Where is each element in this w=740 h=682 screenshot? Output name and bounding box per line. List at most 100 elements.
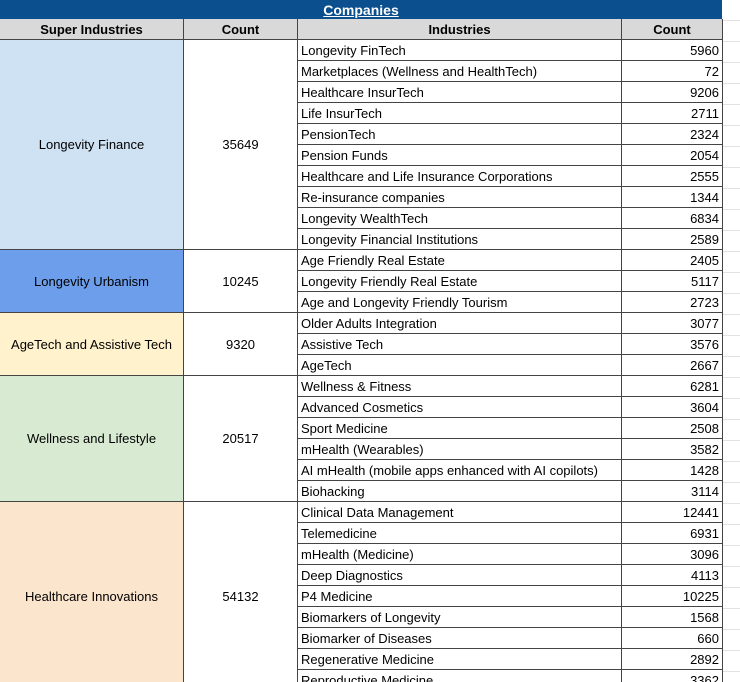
gridline: [723, 399, 740, 420]
industry-count: 72: [622, 61, 723, 82]
industry-count: 3604: [622, 397, 723, 418]
super-count: 10245: [184, 250, 298, 313]
super-industry: Longevity Urbanism: [0, 250, 184, 313]
industry-name: Longevity WealthTech: [298, 208, 622, 229]
gridline: [723, 315, 740, 336]
industry-name: mHealth (Wearables): [298, 439, 622, 460]
gridline: [723, 651, 740, 672]
industry-name: P4 Medicine: [298, 586, 622, 607]
gridline: [723, 273, 740, 294]
industry-count: 6281: [622, 376, 723, 397]
industry-name: Age Friendly Real Estate: [298, 250, 622, 271]
industry-count: 2508: [622, 418, 723, 439]
industry-count: 2555: [622, 166, 723, 187]
industry-name: Deep Diagnostics: [298, 565, 622, 586]
gridline: [723, 105, 740, 126]
gridline: [723, 252, 740, 273]
gridline: [723, 378, 740, 399]
industry-count: 2711: [622, 103, 723, 124]
gridline: [723, 420, 740, 441]
industry-count: 6834: [622, 208, 723, 229]
gridline: [723, 84, 740, 105]
industry-name: Wellness & Fitness: [298, 376, 622, 397]
gridline: [723, 525, 740, 546]
industry-name: Marketplaces (Wellness and HealthTech): [298, 61, 622, 82]
industry-name: Clinical Data Management: [298, 502, 622, 523]
super-industry: Wellness and Lifestyle: [0, 376, 184, 502]
gridline: [723, 672, 740, 682]
industry-name: Biomarkers of Longevity: [298, 607, 622, 628]
industry-name: Biomarker of Diseases: [298, 628, 622, 649]
gridline: [723, 210, 740, 231]
industry-name: Older Adults Integration: [298, 313, 622, 334]
super-industry: Healthcare Innovations: [0, 502, 184, 682]
column-header: Industries: [298, 19, 622, 40]
industry-count: 12441: [622, 502, 723, 523]
super-count: 54132: [184, 502, 298, 682]
industry-name: Regenerative Medicine: [298, 649, 622, 670]
industry-name: mHealth (Medicine): [298, 544, 622, 565]
industry-name: Healthcare and Life Insurance Corporatio…: [298, 166, 622, 187]
industry-name: PensionTech: [298, 124, 622, 145]
gridline: [723, 231, 740, 252]
column-header: Count: [184, 19, 298, 40]
industry-count: 10225: [622, 586, 723, 607]
industry-name: Pension Funds: [298, 145, 622, 166]
gridline: [723, 189, 740, 210]
gridline: [723, 147, 740, 168]
industry-count: 2324: [622, 124, 723, 145]
industry-count: 2054: [622, 145, 723, 166]
industry-name: Longevity FinTech: [298, 40, 622, 61]
industry-count: 3362: [622, 670, 723, 682]
industry-count: 3077: [622, 313, 723, 334]
industry-count: 6931: [622, 523, 723, 544]
industry-name: Sport Medicine: [298, 418, 622, 439]
industry-count: 1428: [622, 460, 723, 481]
gridline: [723, 630, 740, 651]
industry-count: 1344: [622, 187, 723, 208]
industry-count: 2892: [622, 649, 723, 670]
column-header: Count: [622, 19, 723, 40]
industry-name: Reproductive Medicine: [298, 670, 622, 682]
table-title: Companies: [0, 0, 722, 19]
industry-name: Age and Longevity Friendly Tourism: [298, 292, 622, 313]
gridline: [723, 483, 740, 504]
gridline: [723, 567, 740, 588]
column-header: Super Industries: [0, 19, 184, 40]
gridline: [723, 609, 740, 630]
gridline: [723, 441, 740, 462]
industry-count: 3582: [622, 439, 723, 460]
super-count: 20517: [184, 376, 298, 502]
industry-name: AI mHealth (mobile apps enhanced with AI…: [298, 460, 622, 481]
industry-name: Telemedicine: [298, 523, 622, 544]
industry-count: 9206: [622, 82, 723, 103]
industry-name: Longevity Friendly Real Estate: [298, 271, 622, 292]
industry-count: 2667: [622, 355, 723, 376]
industry-count: 5960: [622, 40, 723, 61]
gridline: [723, 336, 740, 357]
gridline: [723, 504, 740, 525]
industry-count: 660: [622, 628, 723, 649]
super-count: 35649: [184, 40, 298, 250]
industry-count: 2589: [622, 229, 723, 250]
gridline: [723, 357, 740, 378]
gridline: [723, 126, 740, 147]
industry-name: AgeTech: [298, 355, 622, 376]
gridline: [723, 21, 740, 42]
industry-count: 2723: [622, 292, 723, 313]
gridline: [723, 588, 740, 609]
industry-count: 2405: [622, 250, 723, 271]
gridline: [723, 546, 740, 567]
gridline: [723, 294, 740, 315]
gridline: [723, 42, 740, 63]
industry-count: 4113: [622, 565, 723, 586]
super-industry: Longevity Finance: [0, 40, 184, 250]
gridline: [723, 0, 740, 21]
industry-name: Re-insurance companies: [298, 187, 622, 208]
industry-count: 3114: [622, 481, 723, 502]
industry-name: Advanced Cosmetics: [298, 397, 622, 418]
gridline: [723, 462, 740, 483]
super-count: 9320: [184, 313, 298, 376]
